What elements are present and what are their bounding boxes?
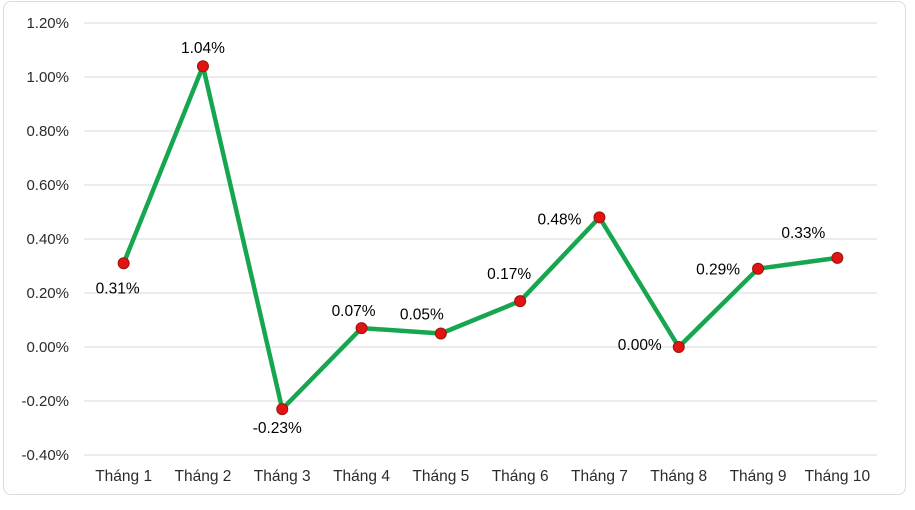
data-point-marker: [434, 327, 447, 340]
y-axis-tick-label: 0.60%: [26, 177, 69, 194]
x-axis-label: Tháng 6: [492, 468, 549, 485]
x-axis-label: Tháng 10: [805, 468, 871, 485]
data-point-marker: [752, 262, 765, 275]
data-point-marker: [514, 295, 527, 308]
data-point-marker: [196, 60, 209, 73]
x-axis-label: Tháng 5: [412, 468, 469, 485]
y-axis-tick-label: 1.20%: [26, 15, 69, 32]
data-point-label: 0.07%: [332, 303, 376, 320]
data-point-marker: [117, 257, 130, 270]
chart-frame: [3, 1, 906, 495]
data-point-marker: [593, 211, 606, 224]
data-point-label: 0.29%: [696, 262, 740, 279]
y-axis-tick-label: 0.80%: [26, 123, 69, 140]
y-axis-tick-label: -0.40%: [21, 447, 69, 464]
x-axis-label: Tháng 1: [95, 468, 152, 485]
y-axis-tick-label: 0.40%: [26, 231, 69, 248]
data-point-label: 0.33%: [781, 225, 825, 242]
x-axis-label: Tháng 8: [650, 468, 707, 485]
data-point-label: 0.00%: [618, 337, 662, 354]
data-point-label: 1.04%: [181, 40, 225, 57]
data-point-label: 0.05%: [400, 307, 444, 324]
data-point-marker: [355, 322, 368, 335]
y-axis-tick-label: -0.20%: [21, 393, 69, 410]
x-axis-label: Tháng 7: [571, 468, 628, 485]
y-axis-tick-label: 0.00%: [26, 339, 69, 356]
data-point-marker: [276, 403, 289, 416]
data-point-label: 0.17%: [487, 266, 531, 283]
data-point-marker: [831, 251, 844, 264]
x-axis-label: Tháng 4: [333, 468, 390, 485]
x-axis-label: Tháng 2: [175, 468, 232, 485]
y-axis-tick-label: 1.00%: [26, 69, 69, 86]
data-point-label: 0.31%: [96, 280, 140, 297]
data-point-label: -0.23%: [253, 420, 302, 437]
x-axis-label: Tháng 3: [254, 468, 311, 485]
y-axis-tick-label: 0.20%: [26, 285, 69, 302]
data-point-marker: [672, 341, 685, 353]
x-axis-label: Tháng 9: [730, 468, 787, 485]
data-point-label: 0.48%: [537, 211, 581, 228]
series-line: [121, 63, 840, 412]
